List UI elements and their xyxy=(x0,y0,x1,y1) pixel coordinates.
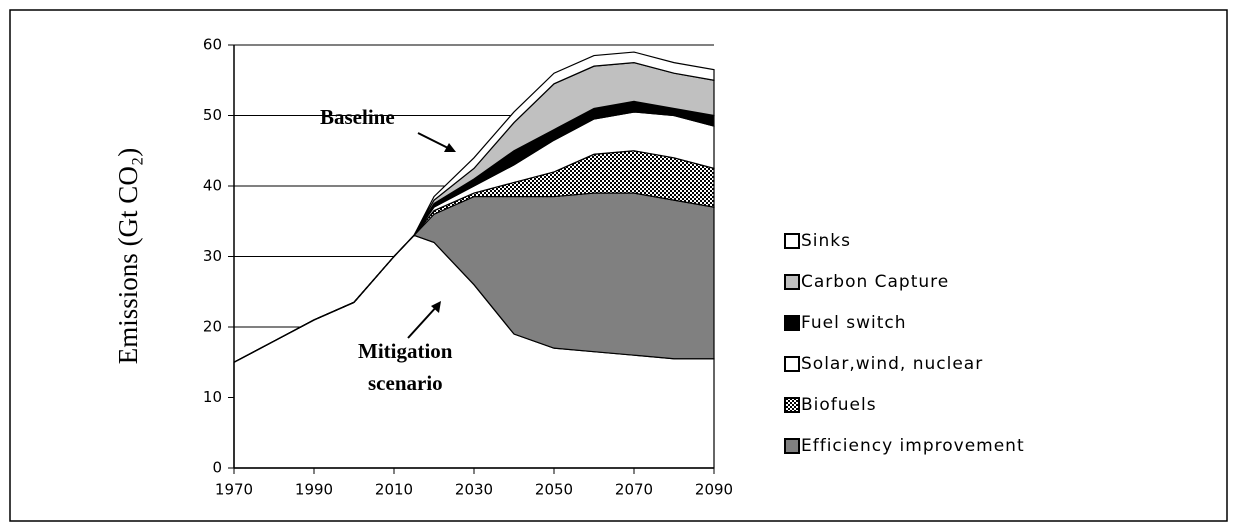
legend-label: Efficiency improvement xyxy=(801,436,1025,456)
y-tick-label: 40 xyxy=(203,177,222,195)
legend-swatch xyxy=(784,315,800,331)
legend-swatch xyxy=(784,233,800,249)
frame xyxy=(9,9,1228,522)
arrow-head xyxy=(444,143,456,152)
legend-label: Fuel switch xyxy=(801,313,906,333)
legend-swatch xyxy=(784,397,800,413)
y-tick-label: 0 xyxy=(212,459,222,477)
legend-label: Biofuels xyxy=(801,395,877,415)
x-tick-label: 1990 xyxy=(295,481,333,499)
x-tick-label: 2070 xyxy=(615,481,653,499)
legend-label: Carbon Capture xyxy=(801,272,949,292)
x-tick-label: 2010 xyxy=(375,481,413,499)
annotation: Baseline xyxy=(320,105,395,129)
x-tick-label: 2050 xyxy=(535,481,573,499)
arrow xyxy=(417,132,453,151)
arrow xyxy=(407,304,439,339)
annotation: Mitigation xyxy=(358,339,453,363)
y-tick-label: 60 xyxy=(203,36,222,54)
y-tick-label: 20 xyxy=(203,318,222,336)
area xyxy=(233,51,715,363)
legend-label: Sinks xyxy=(801,231,851,251)
legend-label: Solar,wind, nuclear xyxy=(801,354,983,374)
legend-swatch xyxy=(784,356,800,372)
x-tick-label: 2030 xyxy=(455,481,493,499)
y-tick-label: 30 xyxy=(203,247,222,265)
legend-swatch xyxy=(784,274,800,290)
y-tick-label: 10 xyxy=(203,388,222,406)
plot xyxy=(233,44,715,469)
arrow-head xyxy=(431,301,441,313)
legend-swatch xyxy=(784,438,800,454)
x-tick-label: 2090 xyxy=(695,481,733,499)
y-tick-label: 50 xyxy=(203,106,222,124)
y-axis-label: Emissions (Gt CO₂) xyxy=(113,148,143,364)
x-tick-label: 1970 xyxy=(215,481,253,499)
annotation: scenario xyxy=(368,371,443,395)
